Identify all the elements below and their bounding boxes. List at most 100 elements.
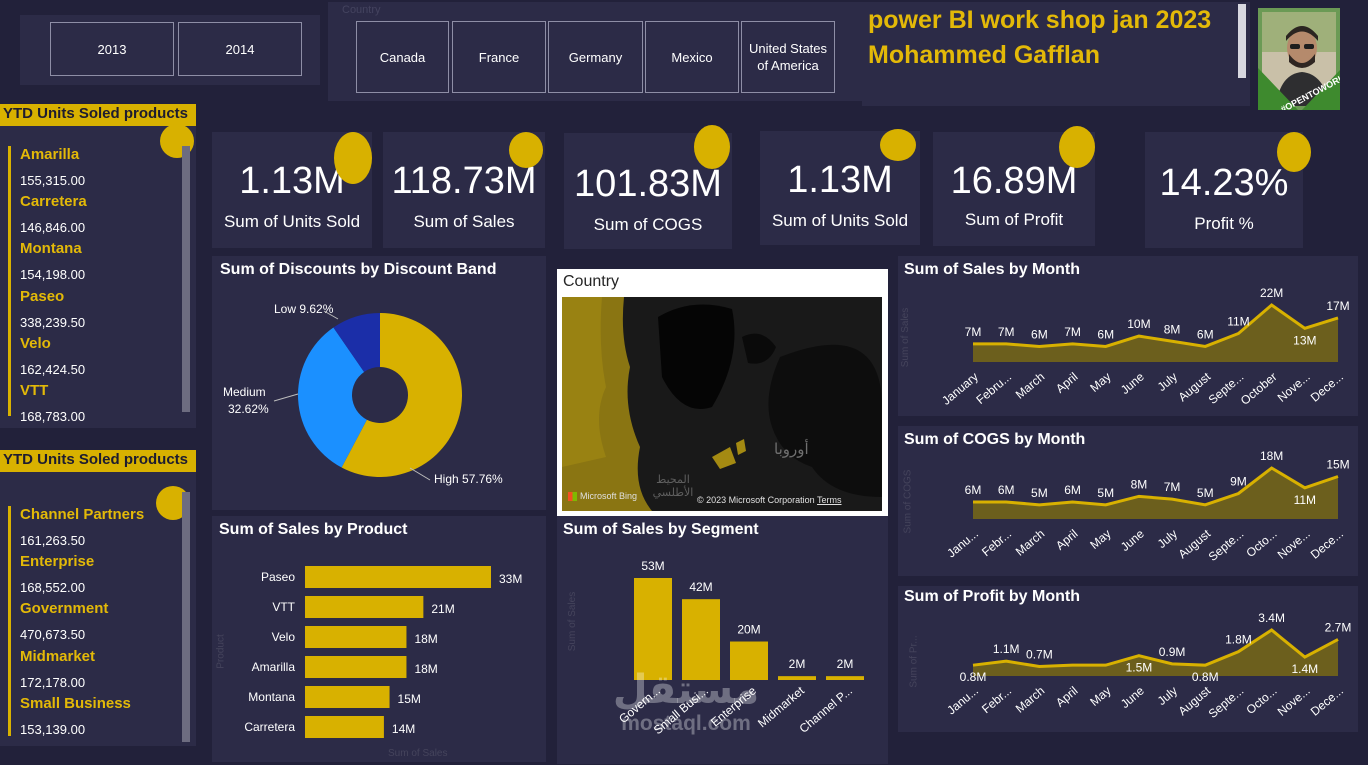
area-data-label: 0.9M — [1159, 645, 1186, 659]
profit-by-month-chart: 0.8M 1.1M 0.7M 1.5M 0.9M 0.8M 1.8M 3.4M 1.4M 2.7M… — [944, 611, 1352, 721]
area-data-label: 22M — [1260, 286, 1283, 300]
area-category-label: Nove... — [1275, 370, 1313, 405]
kpi-dot — [880, 129, 916, 161]
area-data-label: 11M — [1227, 315, 1249, 329]
bar — [634, 578, 672, 680]
list-item-name[interactable]: Government — [20, 600, 109, 618]
area-line — [973, 303, 1339, 348]
kpi-sales: 118.73M Sum of Sales — [383, 132, 545, 248]
list-item-name[interactable]: Amarilla — [20, 146, 80, 163]
country-option-france[interactable]: France — [452, 21, 546, 93]
area-category-label: June — [1118, 526, 1147, 554]
area-data-label: 10M — [1127, 317, 1150, 331]
list-item-name[interactable]: Carretera — [20, 193, 87, 211]
area-category-label: Febr... — [979, 527, 1014, 560]
bar-value-label: 18M — [414, 632, 437, 646]
bar — [778, 676, 816, 680]
segment-y-axis-title: Sum of Sales — [567, 591, 579, 652]
kpi-dot — [694, 125, 730, 169]
products-list-panel: YTD Units Soled products Amarilla 155,315… — [0, 104, 196, 428]
map-canvas[interactable]: أوروبا المحيط الأطلسي Microsoft Bing © 2… — [562, 297, 882, 511]
discounts-chart-card: Sum of Discounts by Discount Band High 5… — [212, 256, 546, 510]
product-y-axis-title: Product — [215, 634, 227, 669]
map-terms-link[interactable]: Terms — [817, 495, 842, 505]
area-category-label: Septe... — [1206, 684, 1247, 721]
donut-leader-low — [323, 310, 339, 320]
bar-category-label: Velo — [272, 630, 296, 644]
area-category-label: May — [1087, 684, 1113, 709]
bar-category-label: Paseo — [261, 570, 295, 584]
area-category-label: March — [1013, 370, 1048, 402]
list-item-name[interactable]: Velo — [20, 334, 51, 352]
sales-by-segment-title: Sum of Sales by Segment — [563, 521, 759, 538]
donut-slice-medium — [298, 327, 367, 468]
list-item-name[interactable]: Paseo — [20, 287, 65, 305]
country-option-usa[interactable]: United States of America — [741, 21, 835, 93]
area-category-label: Febru... — [973, 370, 1014, 407]
list-item-value: 162,424.50 — [20, 361, 86, 377]
area-data-label: 1.8M — [1225, 633, 1252, 647]
kpi-value: 14.23% — [1159, 162, 1289, 204]
segments-list-scrollbar[interactable] — [182, 492, 190, 742]
area-data-label: 0.8M — [1192, 670, 1219, 684]
country-option-canada[interactable]: Canada — [356, 21, 449, 93]
bar-category-label: VTT — [272, 600, 295, 614]
product-x-axis-title: Sum of Sales — [388, 748, 448, 759]
kpi-profit: 16.89M Sum of Profit — [933, 126, 1095, 246]
country-option-germany[interactable]: Germany — [548, 21, 643, 93]
list-item-name[interactable]: Small Business — [20, 694, 131, 712]
list-item-name[interactable]: Channel Partners — [20, 506, 145, 523]
area-data-label: 13M — [1293, 333, 1316, 347]
area-line — [972, 628, 1339, 669]
year-option-2013[interactable]: 2013 — [50, 22, 174, 76]
bar-value-label: 42M — [689, 580, 712, 594]
list-item-name[interactable]: Enterprise — [20, 553, 95, 571]
area-data-label: 5M — [1097, 486, 1114, 500]
area-data-label: 2.7M — [1325, 620, 1352, 634]
area-category-label: Septe... — [1206, 527, 1247, 564]
map-shapes — [562, 297, 882, 511]
segments-list-title: YTD Units Soled products — [0, 450, 196, 472]
products-list-title: YTD Units Soled products — [0, 104, 196, 126]
map-attribution-text: Microsoft Bing — [580, 491, 638, 501]
donut-leader-medium — [273, 393, 299, 402]
kpi-label: Sum of Units Sold — [223, 212, 361, 231]
area-data-label: 5M — [1031, 486, 1048, 500]
list-item-name[interactable]: Midmarket — [20, 647, 96, 665]
list-item-name[interactable]: VTT — [20, 382, 49, 399]
donut-label-medium-pct: 32.62% — [228, 402, 269, 416]
area-category-label: July — [1155, 527, 1180, 551]
country-option-mexico[interactable]: Mexico — [645, 21, 739, 93]
area-category-label: Nove... — [1275, 527, 1313, 562]
list-item-value: 154,198.00 — [20, 267, 86, 283]
area-data-label: 0.8M — [960, 670, 987, 684]
donut-label-medium: Medium — [223, 385, 266, 399]
area-fill — [973, 468, 1338, 519]
donut-leader-high — [409, 467, 431, 481]
donut-label-high: High 57.76% — [434, 472, 503, 486]
sales-by-product-card: Sum of Sales by Product Paseo 33M VTT 21M Ve… — [212, 516, 546, 762]
area-data-label: 1.4M — [1291, 662, 1318, 676]
area-category-label: May — [1087, 370, 1113, 395]
sales-by-segment-card: Sum of Sales by Segment 53M Govern... 42M S… — [557, 516, 888, 764]
area-data-label: 8M — [1164, 322, 1181, 336]
area-data-label: 17M — [1326, 299, 1349, 313]
area-data-label: 8M — [1131, 477, 1148, 491]
area-data-label: 3.4M — [1258, 611, 1285, 625]
area-category-label: Dece... — [1308, 684, 1346, 719]
year-option-2014[interactable]: 2014 — [178, 22, 302, 76]
area-category-label: June — [1118, 683, 1147, 711]
bar — [305, 596, 424, 618]
country-slicer: Country Canada France Germany Mexico Uni… — [328, 2, 862, 101]
list-item-name[interactable]: Montana — [20, 240, 82, 258]
kpi-dot — [1059, 126, 1095, 168]
area-category-label: January — [939, 370, 981, 408]
products-list-scrollbar[interactable] — [182, 146, 190, 412]
profile-photo: #OPENTOWORK — [1258, 8, 1340, 110]
bar-category-label: Enterprise — [708, 683, 759, 729]
sales-by-month-title: Sum of Sales by Month — [904, 261, 1081, 278]
area-category-label: March — [1013, 684, 1048, 716]
area-data-label: 6M — [1064, 483, 1081, 497]
area-data-label: 7M — [1164, 480, 1181, 494]
area-data-label: 6M — [1031, 327, 1048, 341]
